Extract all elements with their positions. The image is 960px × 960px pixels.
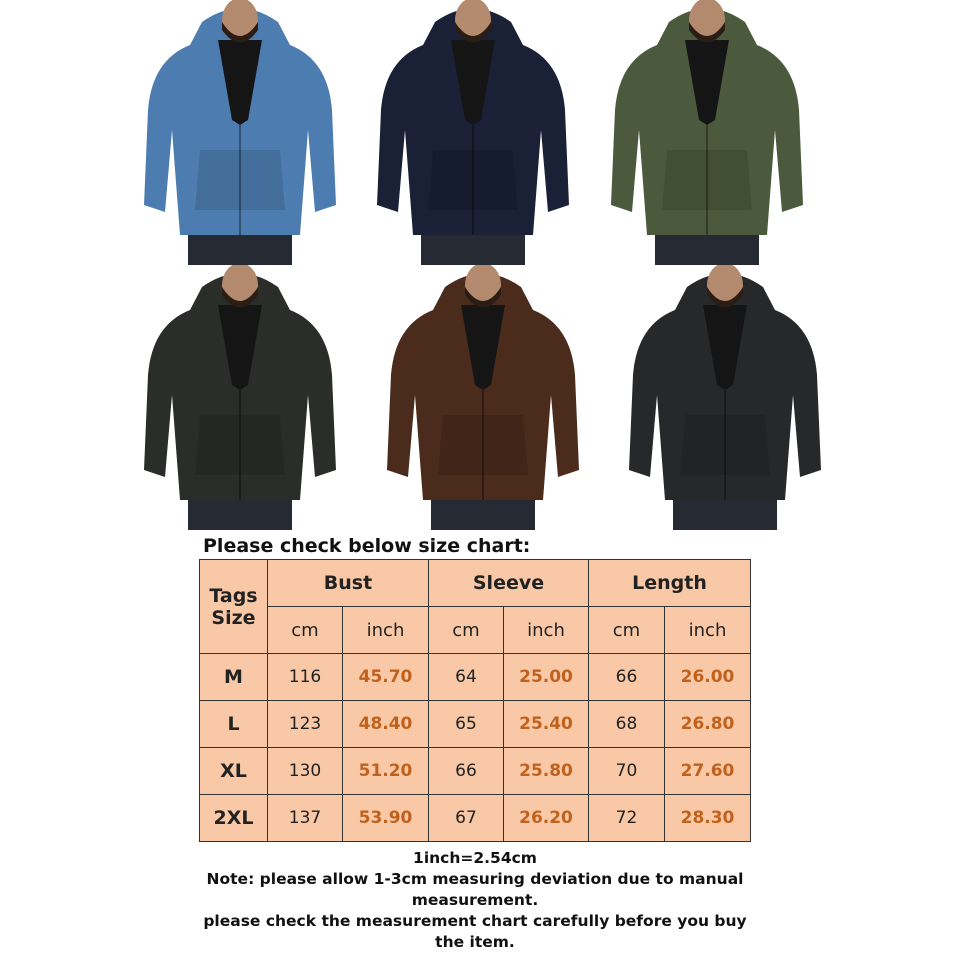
inch-value-cell: 27.60: [664, 747, 751, 795]
t-shirt: [703, 305, 747, 390]
product-photo-blue: [140, 0, 340, 265]
deviation-note: Note: please allow 1-3cm measuring devia…: [206, 870, 744, 909]
size-notes: 1inch=2.54cm Note: please allow 1-3cm me…: [195, 848, 755, 953]
inch-value-cell: 26.00: [664, 653, 751, 701]
table-row: XL 130 51.20 66 25.80 70 27.60: [199, 747, 751, 795]
cm-value-cell: 66: [428, 747, 504, 795]
t-shirt: [218, 305, 262, 390]
t-shirt: [451, 40, 495, 125]
pocket: [662, 150, 752, 210]
beard: [222, 287, 258, 308]
product-photo-brown: [383, 263, 583, 530]
beard: [707, 287, 743, 308]
tags-size-header: Tags Size: [199, 559, 268, 654]
inch-value-cell: 45.70: [342, 653, 429, 701]
size-cell: M: [199, 653, 268, 701]
t-shirt: [461, 305, 505, 390]
table-row: 2XL 137 53.90 67 26.20 72 28.30: [199, 794, 751, 842]
inch-value-cell: 25.00: [503, 653, 589, 701]
inch-value-cell: 53.90: [342, 794, 429, 842]
sleeve-header: Sleeve: [428, 559, 589, 607]
beard: [689, 22, 725, 43]
cm-value-cell: 72: [588, 794, 665, 842]
cm-value-cell: 64: [428, 653, 504, 701]
table-row: L 123 48.40 65 25.40 68 26.80: [199, 700, 751, 748]
unit-cell: cm: [588, 606, 665, 654]
beard: [455, 22, 491, 43]
unit-cell: cm: [428, 606, 504, 654]
face: [707, 263, 743, 307]
inch-value-cell: 25.80: [503, 747, 589, 795]
check-note: please check the measurement chart caref…: [203, 912, 747, 951]
size-cell: 2XL: [199, 794, 268, 842]
product-photo-navy: [373, 0, 573, 265]
length-header: Length: [588, 559, 751, 607]
product-photo-dark-gray: [625, 263, 825, 530]
pocket: [428, 150, 518, 210]
inch-value-cell: 26.80: [664, 700, 751, 748]
size-cell: L: [199, 700, 268, 748]
inch-value-cell: 51.20: [342, 747, 429, 795]
pocket: [680, 415, 770, 475]
table-header-row: Tags Size Bust Sleeve Length: [199, 559, 751, 654]
table-unit-row: cm inch cm inch cm inch: [200, 606, 751, 654]
beard: [465, 287, 501, 308]
cm-value-cell: 68: [588, 700, 665, 748]
table-row: M 116 45.70 64 25.00 66 26.00: [199, 653, 751, 701]
size-chart-title: Please check below size chart:: [203, 535, 531, 557]
unit-cell: inch: [342, 606, 429, 654]
face: [222, 263, 258, 307]
face: [465, 263, 501, 307]
t-shirt: [218, 40, 262, 125]
pocket: [195, 415, 285, 475]
t-shirt: [685, 40, 729, 125]
cm-value-cell: 66: [588, 653, 665, 701]
bust-header: Bust: [267, 559, 429, 607]
face: [222, 0, 258, 42]
face: [689, 0, 725, 42]
cm-value-cell: 65: [428, 700, 504, 748]
cm-value-cell: 137: [267, 794, 343, 842]
unit-cell: inch: [664, 606, 751, 654]
product-photo-black: [140, 263, 340, 530]
pocket: [195, 150, 285, 210]
size-chart-table: Tags Size Bust Sleeve Length cm inch cm i…: [199, 559, 751, 842]
face: [455, 0, 491, 42]
beard: [222, 22, 258, 43]
unit-cell: cm: [267, 606, 343, 654]
cm-value-cell: 67: [428, 794, 504, 842]
cm-value-cell: 130: [267, 747, 343, 795]
cm-value-cell: 70: [588, 747, 665, 795]
size-cell: XL: [199, 747, 268, 795]
conversion-note: 1inch=2.54cm: [413, 849, 537, 867]
inch-value-cell: 26.20: [503, 794, 589, 842]
product-photo-army-green: [607, 0, 807, 265]
inch-value-cell: 48.40: [342, 700, 429, 748]
unit-cell: inch: [503, 606, 589, 654]
cm-value-cell: 123: [267, 700, 343, 748]
cm-value-cell: 116: [267, 653, 343, 701]
inch-value-cell: 25.40: [503, 700, 589, 748]
inch-value-cell: 28.30: [664, 794, 751, 842]
pocket: [438, 415, 528, 475]
